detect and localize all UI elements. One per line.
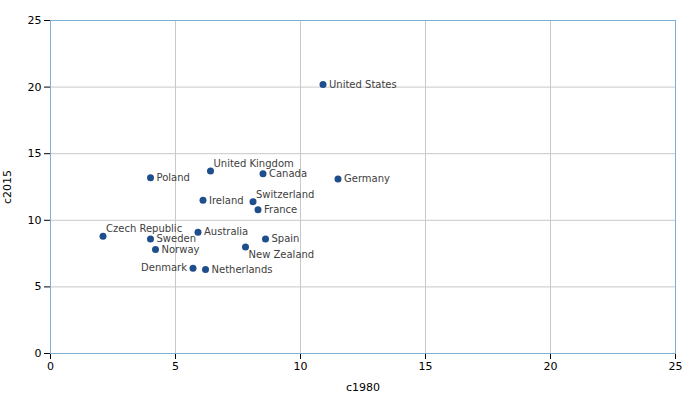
- svg-text:Sweden: Sweden: [157, 233, 197, 244]
- svg-text:Ireland: Ireland: [209, 195, 244, 206]
- svg-text:New Zealand: New Zealand: [249, 249, 315, 260]
- svg-text:c2015: c2015: [1, 170, 14, 204]
- svg-text:5: 5: [35, 280, 42, 293]
- svg-text:10: 10: [28, 214, 42, 227]
- svg-text:Czech Republic: Czech Republic: [106, 223, 182, 234]
- svg-text:France: France: [264, 204, 297, 215]
- svg-text:25: 25: [669, 360, 683, 373]
- svg-text:5: 5: [172, 360, 179, 373]
- svg-text:20: 20: [28, 81, 42, 94]
- svg-text:Denmark: Denmark: [141, 262, 187, 273]
- svg-text:Australia: Australia: [204, 226, 248, 237]
- svg-text:0: 0: [35, 347, 42, 360]
- svg-text:15: 15: [28, 147, 42, 160]
- svg-text:20: 20: [544, 360, 558, 373]
- svg-text:Canada: Canada: [269, 168, 307, 179]
- svg-text:United States: United States: [329, 79, 397, 90]
- svg-text:Germany: Germany: [344, 173, 390, 184]
- svg-text:0: 0: [47, 360, 54, 373]
- svg-text:c1980: c1980: [346, 381, 380, 393]
- svg-text:10: 10: [294, 360, 308, 373]
- svg-text:Netherlands: Netherlands: [212, 264, 273, 275]
- svg-text:15: 15: [419, 360, 433, 373]
- svg-text:25: 25: [28, 14, 42, 27]
- svg-text:United Kingdom: United Kingdom: [214, 158, 294, 169]
- svg-text:Poland: Poland: [157, 172, 190, 183]
- svg-text:Spain: Spain: [272, 233, 300, 244]
- svg-text:Norway: Norway: [162, 244, 200, 255]
- svg-text:Switzerland: Switzerland: [256, 189, 314, 200]
